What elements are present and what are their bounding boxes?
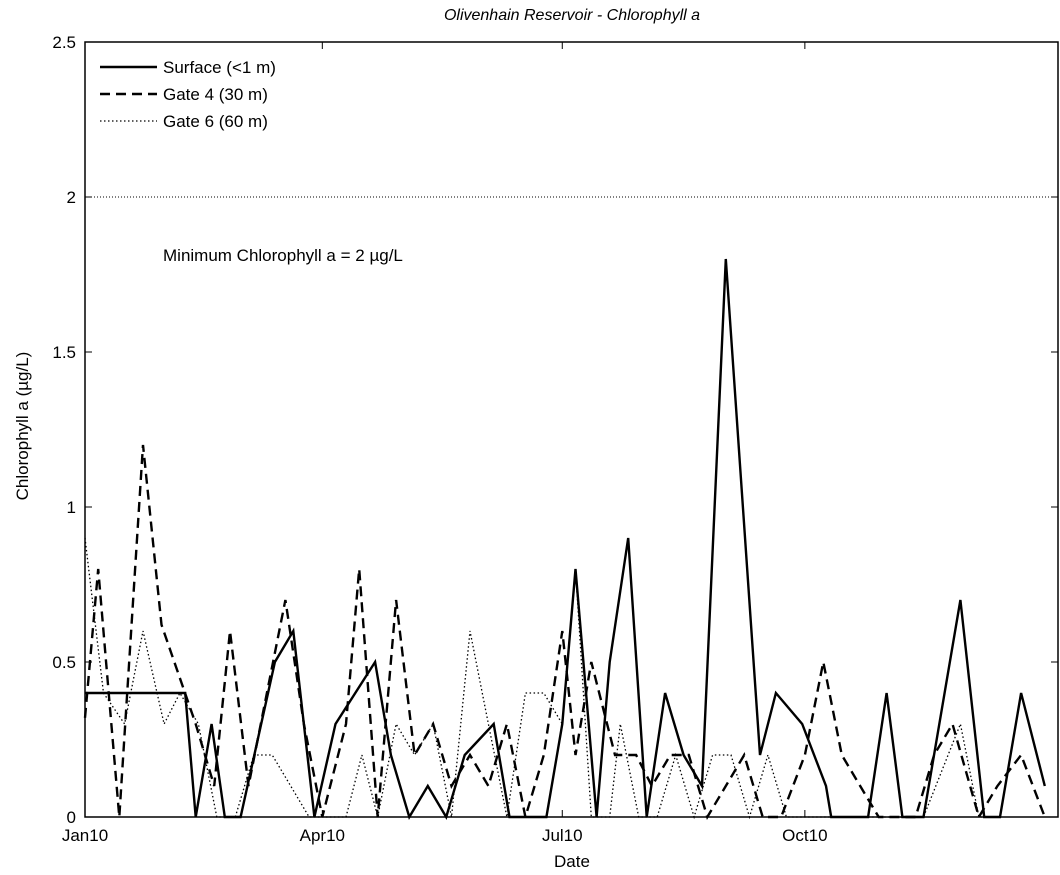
chart-title: Olivenhain Reservoir - Chlorophyll a xyxy=(444,7,700,24)
y-axis-label: Chlorophyll a (µg/L) xyxy=(13,352,32,501)
series-line-3 xyxy=(84,537,998,820)
y-tick-label: 2.5 xyxy=(52,33,76,52)
plot-frame xyxy=(84,41,1059,818)
legend-label: Gate 4 (30 m) xyxy=(163,85,268,104)
x-tick-label: Jul10 xyxy=(542,826,583,845)
series-line-1 xyxy=(85,258,1046,820)
x-tick-label: Apr10 xyxy=(300,826,345,845)
y-tick-label: 0 xyxy=(67,808,76,827)
y-tick-label: 1 xyxy=(67,498,76,517)
x-axis-label: Date xyxy=(554,852,590,871)
series-group xyxy=(83,258,1046,821)
legend-label: Surface (<1 m) xyxy=(163,58,276,77)
legend-label: Gate 6 (60 m) xyxy=(163,112,268,131)
legend: Surface (<1 m) Gate 4 (30 m) Gate 6 (60 m) xyxy=(100,58,276,131)
y-tick-label: 1.5 xyxy=(52,343,76,362)
minimum-annotation: Minimum Chlorophyll a = 2 µg/L xyxy=(163,246,403,265)
y-tick-label: 0.5 xyxy=(52,653,76,672)
x-tick-label: Jan10 xyxy=(62,826,108,845)
series-line-2 xyxy=(83,444,1046,821)
axis-ticks: 0 0.5 1 1.5 2 2.5 Jan10 Apr10 Jul10 Oct10 xyxy=(52,33,1058,845)
x-tick-label: Oct10 xyxy=(782,826,827,845)
y-tick-label: 2 xyxy=(67,188,76,207)
